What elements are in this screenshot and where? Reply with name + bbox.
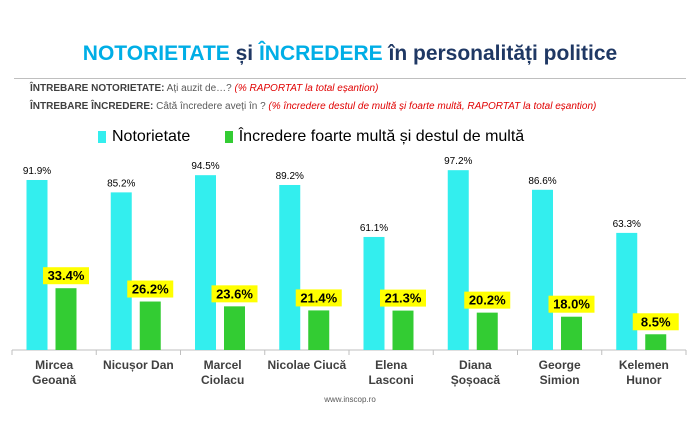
- bar-incredere: [392, 310, 414, 350]
- legend-label: Notorietate: [112, 128, 191, 145]
- bar-notorietate: [532, 189, 553, 350]
- category-label: Lasconi: [368, 373, 413, 387]
- source-url: www.inscop.ro: [324, 395, 376, 404]
- bar-notorietate: [616, 232, 638, 350]
- question-label: ÎNTREBARE NOTORIETATE:: [30, 83, 165, 94]
- data-label-notorietate: 97.2%: [444, 156, 472, 167]
- category-label: Mircea: [35, 358, 73, 372]
- title-connector: și: [229, 42, 259, 65]
- page-title: NOTORIETATE și ÎNCREDERE în personalităț…: [0, 42, 700, 66]
- title-divider: [14, 78, 686, 79]
- data-label-notorietate: 89.2%: [276, 171, 304, 182]
- category-label: Simion: [540, 373, 580, 387]
- data-label-highlight: [380, 289, 426, 307]
- legend-label: Încredere foarte multă și destul de mult…: [238, 128, 525, 145]
- legend-item-incredere: Încredere foarte multă și destul de mult…: [224, 128, 525, 146]
- bar-incredere: [308, 310, 330, 350]
- question-label: ÎNTREBARE ÎNCREDERE:: [30, 101, 154, 112]
- bar-notorietate: [26, 179, 48, 350]
- bar-incredere: [645, 334, 667, 350]
- legend-swatch-notorietate: [98, 131, 106, 143]
- title-rest: în personalități politice: [382, 42, 618, 65]
- data-label-incredere: 20.2%: [469, 293, 506, 308]
- title-incredere: ÎNCREDERE: [258, 42, 383, 65]
- data-label-highlight: [632, 313, 679, 331]
- data-label-incredere: 26.2%: [132, 282, 169, 297]
- title-notorietate: NOTORIETATE: [82, 42, 230, 65]
- bar-incredere: [224, 306, 245, 350]
- bar-incredere: [476, 312, 498, 350]
- data-label-notorietate: 94.5%: [191, 161, 219, 172]
- data-label-incredere: 8.5%: [641, 314, 671, 329]
- data-label-notorietate: 85.2%: [107, 178, 135, 189]
- bar-incredere: [55, 288, 77, 350]
- category-label: Diana: [459, 358, 492, 372]
- bar-notorietate: [110, 192, 132, 350]
- category-label: Marcel: [204, 358, 242, 372]
- data-label-incredere: 23.6%: [216, 286, 253, 301]
- question-note: (% încredere destul de multă și foarte m…: [268, 101, 597, 112]
- data-label-highlight: [127, 280, 174, 298]
- category-label: Ciolacu: [201, 373, 244, 387]
- data-label-notorietate: 86.6%: [528, 176, 556, 187]
- data-label-incredere: 21.4%: [300, 290, 337, 305]
- bar-incredere: [561, 316, 582, 350]
- question-text: Ați auzit de…?: [164, 83, 235, 94]
- data-label-highlight: [548, 295, 595, 313]
- category-label: Șoșoacă: [451, 373, 501, 387]
- data-label-highlight: [464, 291, 511, 309]
- category-label: Hunor: [626, 373, 662, 387]
- data-label-notorietate: 91.9%: [23, 166, 51, 177]
- data-label-highlight: [295, 289, 342, 307]
- category-label: Elena: [375, 358, 407, 372]
- legend-item-notorietate: Notorietate: [98, 128, 190, 146]
- category-label: Kelemen: [619, 358, 669, 372]
- category-label: Nicolae Ciucă: [268, 358, 347, 372]
- category-label: Nicușor Dan: [103, 358, 174, 372]
- bar-incredere: [139, 301, 161, 350]
- bar-notorietate: [195, 175, 216, 350]
- legend-swatch-incredere: [224, 131, 233, 143]
- question-incredere: ÎNTREBARE ÎNCREDERE: Câtă încredere aveț…: [30, 101, 596, 112]
- data-label-highlight: [211, 285, 258, 303]
- data-label-incredere: 21.3%: [385, 291, 422, 306]
- bar-notorietate: [447, 170, 469, 350]
- bar-notorietate: [363, 236, 385, 350]
- data-label-notorietate: 63.3%: [613, 219, 641, 230]
- category-label: George: [539, 358, 581, 372]
- legend: Notorietate Încredere foarte multă și de…: [98, 128, 554, 148]
- data-label-notorietate: 61.1%: [360, 223, 388, 234]
- data-label-incredere: 18.0%: [553, 297, 590, 312]
- bar-notorietate: [279, 184, 301, 350]
- question-notorietate: ÎNTREBARE NOTORIETATE: Ați auzit de…? (%…: [30, 83, 378, 94]
- data-label-incredere: 33.4%: [48, 268, 85, 283]
- question-note: (% RAPORTAT la total eșantion): [234, 83, 379, 94]
- question-text: Câtă încredere aveți în ?: [153, 101, 269, 112]
- data-label-highlight: [43, 267, 89, 285]
- category-label: Geoană: [32, 373, 76, 387]
